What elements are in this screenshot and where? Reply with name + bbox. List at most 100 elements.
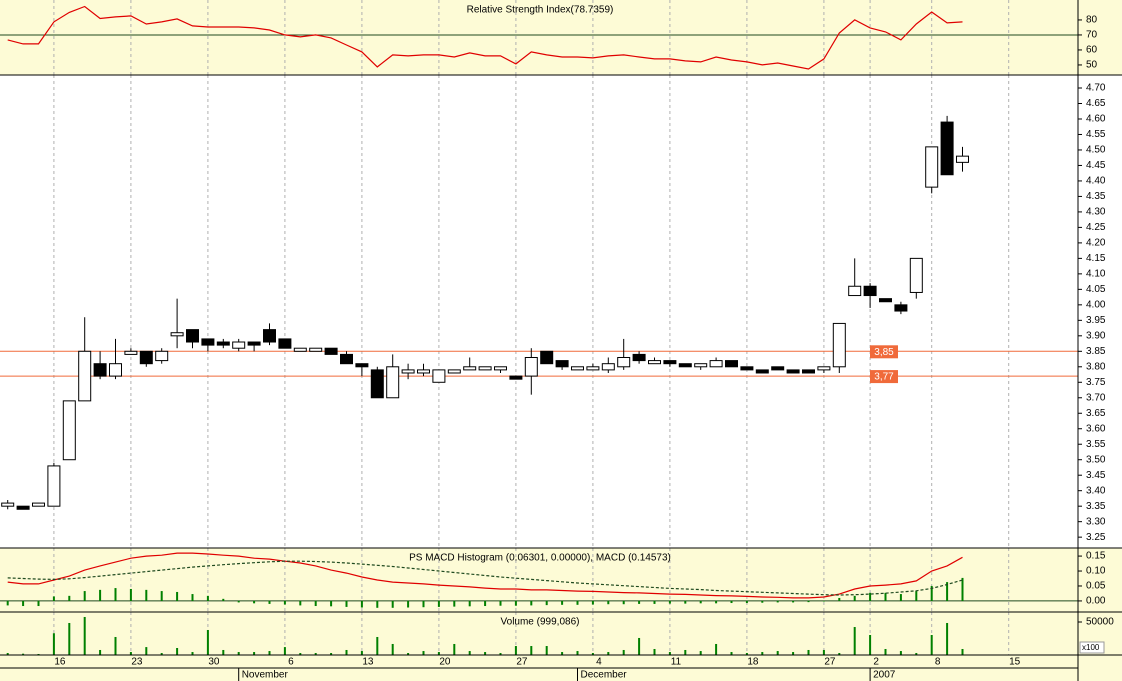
volume-bar <box>160 653 163 655</box>
y-tick-label: 3.25 <box>1086 532 1106 543</box>
candle-body <box>771 366 785 371</box>
candle-body <box>648 360 661 365</box>
x-tick-label: 27 <box>824 657 836 668</box>
volume-bar <box>545 646 548 655</box>
histogram-bar <box>899 594 902 601</box>
histogram-bar <box>391 600 394 608</box>
histogram-bar <box>961 577 964 601</box>
histogram-bar <box>253 600 256 604</box>
candle-body <box>1 502 15 507</box>
histogram-bar <box>607 600 610 605</box>
histogram-bar <box>222 598 225 601</box>
month-label: November <box>242 670 289 681</box>
candle-body <box>894 304 908 312</box>
candle-body <box>617 356 631 368</box>
histogram-bar <box>360 600 363 608</box>
volume-bar <box>761 652 764 655</box>
histogram-bar <box>576 600 579 605</box>
volume-bar <box>407 653 410 655</box>
y-tick-label: 4.40 <box>1086 176 1106 187</box>
histogram-bar <box>68 595 71 601</box>
rsi-line <box>7 5 963 70</box>
histogram-bar <box>422 600 425 608</box>
volume-bar <box>499 653 502 655</box>
histogram-bar <box>83 591 86 601</box>
y-tick-label: 3.85 <box>1086 346 1106 357</box>
candle-body <box>555 360 569 368</box>
histogram-bar <box>792 600 795 603</box>
y-tick-label: 4.70 <box>1086 83 1106 94</box>
volume-bar <box>22 653 25 655</box>
volume-bar <box>99 649 102 655</box>
volume-bar <box>83 616 86 655</box>
histogram-bar <box>514 600 517 606</box>
volume-bar <box>176 648 179 655</box>
y-tick-label: 3.35 <box>1086 501 1106 512</box>
volume-bar <box>145 647 148 655</box>
macd-line <box>7 552 963 599</box>
candle-body <box>62 400 76 461</box>
x-tick-label: 2 <box>873 657 879 668</box>
y-tick-label: 3.45 <box>1086 470 1106 481</box>
candle-body <box>571 366 584 371</box>
candle-body <box>678 363 692 368</box>
volume-bar <box>853 627 856 655</box>
macd-line <box>7 560 963 596</box>
candle-body <box>417 369 430 374</box>
candle-body <box>740 366 754 371</box>
volume-bar <box>899 651 902 655</box>
histogram-bar <box>345 600 348 607</box>
y-tick-label: 3.90 <box>1086 330 1106 341</box>
y-tick-label: 3.40 <box>1086 485 1106 496</box>
histogram-bar <box>946 582 949 601</box>
histogram-bar <box>930 585 933 601</box>
candle-body <box>863 285 877 297</box>
histogram-bar <box>468 600 471 607</box>
volume-bar <box>345 649 348 655</box>
volume-bar <box>68 622 71 655</box>
candle-body <box>755 369 769 374</box>
candle-body <box>494 366 507 371</box>
candle-body <box>16 505 30 510</box>
y-tick-label: 3.95 <box>1086 315 1106 326</box>
histogram-bar <box>330 600 333 607</box>
histogram-bar <box>191 594 194 601</box>
volume-bar <box>514 646 517 655</box>
candle-body <box>124 350 138 355</box>
candle-body <box>293 347 307 352</box>
reference-label: 3,85 <box>874 347 894 358</box>
candle-body <box>786 369 800 374</box>
volume-bar <box>561 652 564 655</box>
y-tick-label: 0.15 <box>1086 551 1106 562</box>
histogram-bar <box>160 591 163 601</box>
panel-background <box>0 75 1122 548</box>
volume-bar <box>638 637 641 655</box>
x-tick-label: 27 <box>516 657 528 668</box>
histogram-bar <box>22 600 25 607</box>
histogram-bar <box>668 600 671 604</box>
y-tick-label: 3.55 <box>1086 439 1106 450</box>
volume-bar <box>792 652 795 655</box>
x-tick-label: 8 <box>935 657 941 668</box>
volume-bar <box>745 653 748 655</box>
histogram-bar <box>622 600 625 605</box>
histogram-bar <box>745 600 748 604</box>
histogram-bar <box>129 588 132 601</box>
volume-bar <box>591 653 594 655</box>
volume-bar <box>668 652 671 655</box>
y-tick-label: 3.75 <box>1086 377 1106 388</box>
reference-label-box <box>870 370 898 384</box>
candle-body <box>478 366 492 371</box>
volume-bar <box>869 635 872 655</box>
candle-body <box>940 121 954 176</box>
volume-bar <box>653 648 656 655</box>
volume-bar <box>930 635 933 655</box>
volume-bar <box>730 652 733 655</box>
candle-body <box>601 363 615 371</box>
x-tick-label: 23 <box>131 657 143 668</box>
x-tick-label: 15 <box>1009 657 1021 668</box>
candle-body <box>725 360 738 368</box>
candle-body <box>925 146 939 188</box>
candle-body <box>93 363 107 377</box>
x-tick-label: 13 <box>362 657 374 668</box>
